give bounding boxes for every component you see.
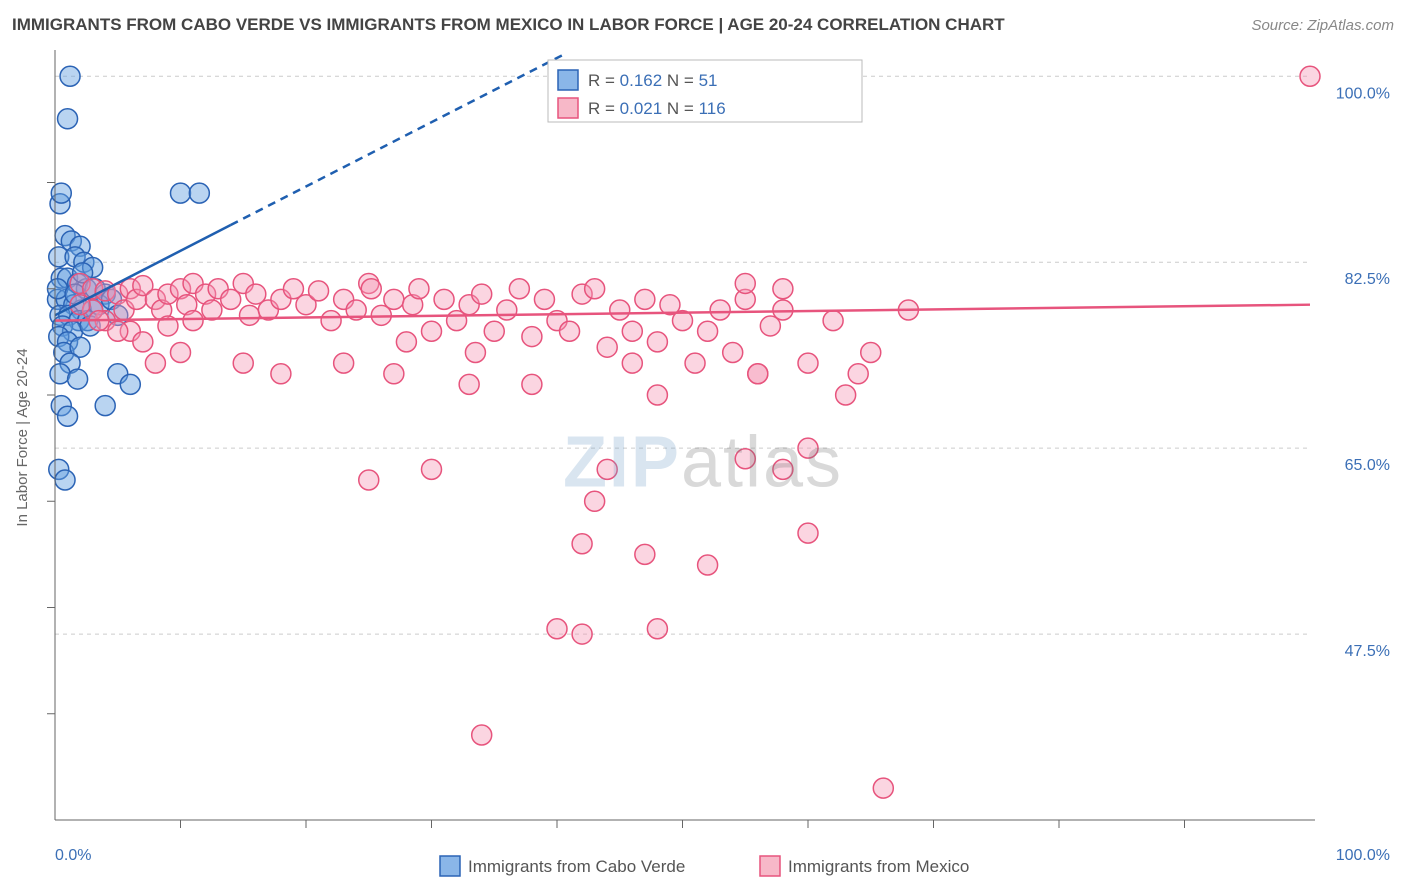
stats-legend-swatch	[558, 70, 578, 90]
data-point	[622, 353, 642, 373]
data-point	[748, 364, 768, 384]
y-gridline-label: 82.5%	[1345, 271, 1390, 288]
x-axis-min-label: 0.0%	[55, 847, 91, 864]
data-point	[422, 459, 442, 479]
data-point	[735, 449, 755, 469]
stats-legend-text: R = 0.021 N = 116	[588, 99, 726, 118]
data-point	[361, 279, 381, 299]
data-point	[773, 279, 793, 299]
data-point	[55, 470, 75, 490]
data-point	[189, 183, 209, 203]
stats-legend-text: R = 0.162 N = 51	[588, 71, 718, 90]
data-point	[120, 374, 140, 394]
data-point	[484, 321, 504, 341]
data-point	[585, 491, 605, 511]
data-point	[572, 624, 592, 644]
data-point	[547, 619, 567, 639]
data-point	[560, 321, 580, 341]
data-point	[1300, 66, 1320, 86]
data-point	[622, 321, 642, 341]
data-point	[522, 327, 542, 347]
data-point	[735, 273, 755, 293]
data-point	[233, 353, 253, 373]
data-point	[635, 544, 655, 564]
data-point	[396, 332, 416, 352]
data-point	[58, 109, 78, 129]
data-point	[472, 284, 492, 304]
data-point	[773, 459, 793, 479]
data-point	[861, 343, 881, 363]
data-point	[145, 353, 165, 373]
data-point	[635, 289, 655, 309]
data-point	[409, 279, 429, 299]
data-point	[534, 289, 554, 309]
legend-swatch	[760, 856, 780, 876]
scatter-correlation-chart: IMMIGRANTS FROM CABO VERDE VS IMMIGRANTS…	[0, 0, 1406, 892]
y-axis-label: In Labor Force | Age 20-24	[14, 348, 31, 526]
data-point	[202, 300, 222, 320]
trendline-cabo_verde-extrapolated	[231, 55, 563, 225]
data-point	[133, 332, 153, 352]
data-point	[60, 66, 80, 86]
chart-container: IMMIGRANTS FROM CABO VERDE VS IMMIGRANTS…	[0, 0, 1406, 892]
data-point	[710, 300, 730, 320]
data-point	[58, 406, 78, 426]
data-point	[848, 364, 868, 384]
legend-label: Immigrants from Cabo Verde	[468, 857, 685, 876]
data-point	[497, 300, 517, 320]
chart-title: IMMIGRANTS FROM CABO VERDE VS IMMIGRANTS…	[12, 15, 1005, 34]
data-point	[798, 353, 818, 373]
data-point	[68, 369, 88, 389]
y-gridline-label: 65.0%	[1345, 457, 1390, 474]
data-point	[836, 385, 856, 405]
source-attribution: Source: ZipAtlas.com	[1251, 17, 1394, 34]
data-point	[183, 311, 203, 331]
data-point	[698, 555, 718, 575]
data-point	[240, 305, 260, 325]
data-point	[171, 343, 191, 363]
data-point	[309, 281, 329, 301]
data-point	[647, 619, 667, 639]
data-point	[585, 279, 605, 299]
data-point	[359, 470, 379, 490]
legend-label: Immigrants from Mexico	[788, 857, 969, 876]
data-point	[271, 364, 291, 384]
data-point	[798, 438, 818, 458]
data-point	[472, 725, 492, 745]
data-point	[597, 459, 617, 479]
data-point	[647, 332, 667, 352]
data-point	[384, 364, 404, 384]
data-point	[321, 311, 341, 331]
legend-swatch	[440, 856, 460, 876]
data-point	[723, 343, 743, 363]
data-point	[95, 396, 115, 416]
data-point	[597, 337, 617, 357]
x-axis-max-label: 100.0%	[1336, 847, 1390, 864]
data-point	[51, 183, 71, 203]
data-point	[773, 300, 793, 320]
data-point	[434, 289, 454, 309]
data-point	[384, 289, 404, 309]
data-point	[465, 343, 485, 363]
data-point	[108, 321, 128, 341]
data-point	[171, 183, 191, 203]
data-point	[873, 778, 893, 798]
y-gridline-label: 47.5%	[1345, 643, 1390, 660]
data-point	[459, 374, 479, 394]
data-point	[522, 374, 542, 394]
data-point	[823, 311, 843, 331]
data-point	[698, 321, 718, 341]
data-point	[610, 300, 630, 320]
stats-legend-swatch	[558, 98, 578, 118]
data-point	[685, 353, 705, 373]
data-point	[798, 523, 818, 543]
data-point	[647, 385, 667, 405]
data-point	[509, 279, 529, 299]
y-gridline-label: 100.0%	[1336, 85, 1390, 102]
series-mexico	[70, 66, 1320, 798]
data-point	[422, 321, 442, 341]
data-point	[334, 353, 354, 373]
data-point	[572, 534, 592, 554]
